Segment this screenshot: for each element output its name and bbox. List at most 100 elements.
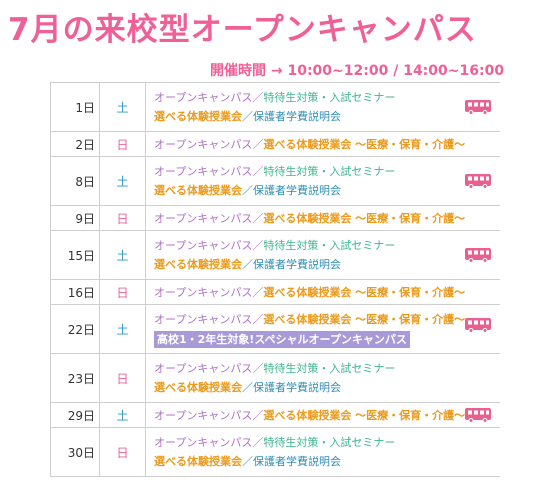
- date-cell: 22日: [50, 305, 100, 353]
- scholarship-seminar-label: 特待生対策・入試セミナー: [263, 362, 396, 375]
- separator: ／: [252, 211, 264, 225]
- open-campus-label: オープンキャンパス: [154, 211, 253, 225]
- open-campus-label: オープンキャンパス: [154, 137, 253, 151]
- trial-class-label: 選べる体験授業会: [154, 110, 242, 123]
- weekday-cell: 日: [100, 280, 146, 304]
- trial-class-label: 選べる体験授業会 ～医療・保育・介護～: [263, 137, 466, 151]
- bus-icon: [465, 248, 491, 263]
- scholarship-seminar-label: 特待生対策・入試セミナー: [263, 436, 396, 449]
- event-line: オープンキャンパス／特待生対策・入試セミナー: [154, 236, 500, 255]
- event-line: オープンキャンパス／選べる体験授業会 ～医療・保育・介護～: [154, 283, 500, 302]
- date-cell: 15日: [50, 231, 100, 279]
- event-line: 選べる体験授業会／保護者学費説明会: [154, 255, 500, 274]
- event-line: オープンキャンパス／選べる体験授業会 ～医療・保育・介護～: [154, 310, 500, 329]
- trial-class-label: 選べる体験授業会: [154, 381, 242, 394]
- trial-class-label: 選べる体験授業会: [154, 184, 242, 197]
- bus-icon: [465, 408, 491, 423]
- scholarship-seminar-label: 特待生対策・入試セミナー: [263, 91, 396, 104]
- parent-briefing-label: 保護者学費説明会: [253, 258, 341, 271]
- special-open-campus-banner: 高校1・2年生対象!スペシャルオープンキャンパス: [154, 330, 410, 348]
- separator: ／: [252, 285, 264, 299]
- weekday-cell: 土: [100, 83, 146, 131]
- date-cell: 30日: [50, 428, 100, 476]
- weekday-cell: 日: [100, 428, 146, 476]
- trial-class-label: 選べる体験授業会 ～医療・保育・介護～: [263, 211, 466, 225]
- table-row: 15日 土 オープンキャンパス／特待生対策・入試セミナー 選べる体験授業会／保護…: [50, 231, 500, 280]
- events-cell: オープンキャンパス／特待生対策・入試セミナー 選べる体験授業会／保護者学費説明会: [146, 354, 500, 402]
- event-line: 選べる体験授業会／保護者学費説明会: [154, 107, 500, 126]
- trial-class-label: 選べる体験授業会 ～医療・保育・介護～: [263, 408, 466, 422]
- parent-briefing-label: 保護者学費説明会: [253, 184, 341, 197]
- separator: ／: [252, 137, 264, 151]
- table-row: 22日 土 オープンキャンパス／選べる体験授業会 ～医療・保育・介護～ 高校1・…: [50, 305, 500, 354]
- events-cell: オープンキャンパス／選べる体験授業会 ～医療・保育・介護～ 高校1・2年生対象!…: [146, 305, 500, 353]
- parent-briefing-label: 保護者学費説明会: [253, 381, 341, 394]
- separator: ／: [252, 312, 264, 326]
- scholarship-seminar-label: 特待生対策・入試セミナー: [263, 239, 396, 252]
- table-row: 9日 日 オープンキャンパス／選べる体験授業会 ～医療・保育・介護～: [50, 206, 500, 231]
- open-campus-label: オープンキャンパス: [154, 165, 253, 178]
- separator: ／: [242, 258, 253, 271]
- events-cell: オープンキャンパス／選べる体験授業会 ～医療・保育・介護～: [146, 132, 500, 156]
- event-line: 高校1・2年生対象!スペシャルオープンキャンパス: [154, 329, 500, 349]
- separator: ／: [242, 455, 253, 468]
- weekday-cell: 日: [100, 354, 146, 402]
- open-campus-label: オープンキャンパス: [154, 408, 253, 422]
- separator: ／: [252, 436, 264, 449]
- event-line: オープンキャンパス／特待生対策・入試セミナー: [154, 359, 500, 378]
- events-cell: オープンキャンパス／選べる体験授業会 ～医療・保育・介護～: [146, 206, 500, 230]
- separator: ／: [242, 184, 253, 197]
- separator: ／: [242, 110, 253, 123]
- date-cell: 23日: [50, 354, 100, 402]
- weekday-cell: 土: [100, 305, 146, 353]
- weekday-cell: 日: [100, 206, 146, 230]
- weekday-cell: 日: [100, 132, 146, 156]
- event-line: オープンキャンパス／特待生対策・入試セミナー: [154, 433, 500, 452]
- events-cell: オープンキャンパス／選べる体験授業会 ～医療・保育・介護～: [146, 403, 500, 427]
- table-row: 8日 土 オープンキャンパス／特待生対策・入試セミナー 選べる体験授業会／保護者…: [50, 157, 500, 206]
- page-title: 7月の来校型オープンキャンパス: [8, 12, 477, 48]
- events-cell: オープンキャンパス／特待生対策・入試セミナー 選べる体験授業会／保護者学費説明会: [146, 83, 500, 131]
- separator: ／: [252, 408, 264, 422]
- separator: ／: [252, 239, 264, 252]
- date-cell: 9日: [50, 206, 100, 230]
- date-cell: 29日: [50, 403, 100, 427]
- events-cell: オープンキャンパス／特待生対策・入試セミナー 選べる体験授業会／保護者学費説明会: [146, 157, 500, 205]
- date-cell: 1日: [50, 83, 100, 131]
- open-campus-label: オープンキャンパス: [154, 285, 253, 299]
- open-campus-label: オープンキャンパス: [154, 239, 253, 252]
- bus-icon: [465, 318, 491, 333]
- weekday-cell: 土: [100, 157, 146, 205]
- open-campus-label: オープンキャンパス: [154, 312, 253, 326]
- bus-icon: [465, 174, 491, 189]
- date-cell: 8日: [50, 157, 100, 205]
- event-line: オープンキャンパス／特待生対策・入試セミナー: [154, 162, 500, 181]
- scholarship-seminar-label: 特待生対策・入試セミナー: [263, 165, 396, 178]
- parent-briefing-label: 保護者学費説明会: [253, 110, 341, 123]
- date-cell: 2日: [50, 132, 100, 156]
- event-line: オープンキャンパス／選べる体験授業会 ～医療・保育・介護～: [154, 406, 500, 425]
- separator: ／: [242, 381, 253, 394]
- trial-class-label: 選べる体験授業会 ～医療・保育・介護～: [263, 312, 466, 326]
- event-line: オープンキャンパス／特待生対策・入試セミナー: [154, 88, 500, 107]
- event-line: 選べる体験授業会／保護者学費説明会: [154, 181, 500, 200]
- event-line: 選べる体験授業会／保護者学費説明会: [154, 378, 500, 397]
- bus-icon: [465, 100, 491, 115]
- events-cell: オープンキャンパス／選べる体験授業会 ～医療・保育・介護～: [146, 280, 500, 304]
- weekday-cell: 土: [100, 403, 146, 427]
- separator: ／: [252, 91, 264, 104]
- events-cell: オープンキャンパス／特待生対策・入試セミナー 選べる体験授業会／保護者学費説明会: [146, 231, 500, 279]
- date-cell: 16日: [50, 280, 100, 304]
- parent-briefing-label: 保護者学費説明会: [253, 455, 341, 468]
- table-row: 30日 日 オープンキャンパス／特待生対策・入試セミナー 選べる体験授業会／保護…: [50, 428, 500, 477]
- separator: ／: [252, 362, 264, 375]
- trial-class-label: 選べる体験授業会: [154, 258, 242, 271]
- open-campus-label: オープンキャンパス: [154, 436, 253, 449]
- table-row: 16日 日 オープンキャンパス／選べる体験授業会 ～医療・保育・介護～: [50, 280, 500, 305]
- events-cell: オープンキャンパス／特待生対策・入試セミナー 選べる体験授業会／保護者学費説明会: [146, 428, 500, 476]
- table-row: 1日 土 オープンキャンパス／特待生対策・入試セミナー 選べる体験授業会／保護者…: [50, 83, 500, 132]
- event-hours: 開催時間 → 10:00~12:00 / 14:00~16:00: [210, 63, 505, 79]
- trial-class-label: 選べる体験授業会: [154, 455, 242, 468]
- weekday-cell: 土: [100, 231, 146, 279]
- table-row: 23日 日 オープンキャンパス／特待生対策・入試セミナー 選べる体験授業会／保護…: [50, 354, 500, 403]
